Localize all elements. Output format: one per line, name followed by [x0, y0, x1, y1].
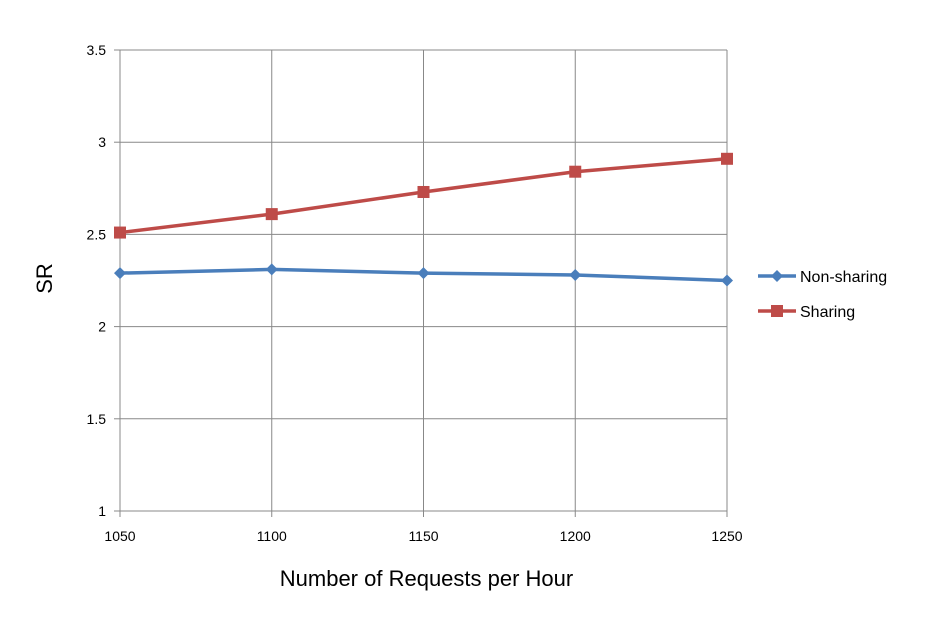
legend-swatch-marker [771, 305, 783, 317]
sharing-point [114, 226, 126, 239]
series-non-sharing [114, 263, 733, 287]
non-sharing-point [569, 268, 582, 281]
y-tick-labels: 1 1.5 2 2.5 3 3.5 [87, 42, 107, 519]
legend-label: Sharing [800, 304, 855, 321]
series-sharing [114, 152, 733, 239]
y-tick-label: 2 [98, 319, 106, 335]
y-tick-label: 1.5 [87, 411, 107, 427]
legend-swatch-marker [771, 270, 783, 282]
sharing-point [265, 208, 278, 221]
y-axis-title: SR [32, 263, 57, 294]
x-tick-labels: 1050 1100 1150 1200 1250 [104, 528, 742, 544]
x-tick-label: 1050 [104, 528, 135, 544]
series-lines [114, 152, 733, 287]
legend-label: Non-sharing [800, 269, 887, 286]
sharing-point [417, 185, 430, 198]
y-tick-label: 1 [98, 503, 106, 519]
legend: Non-sharing Sharing [758, 269, 887, 321]
non-sharing-point [265, 263, 278, 276]
sharing-point [721, 152, 733, 165]
y-tick-label: 3.5 [87, 42, 107, 58]
x-tick-label: 1200 [560, 528, 591, 544]
gridlines [114, 49, 728, 517]
x-tick-label: 1250 [711, 528, 742, 544]
y-tick-label: 2.5 [87, 226, 107, 242]
x-tick-label: 1100 [257, 528, 287, 544]
sharing-point [569, 165, 582, 178]
y-tick-label: 3 [98, 134, 106, 150]
non-sharing-point [721, 274, 733, 287]
non-sharing-point [114, 267, 126, 280]
legend-item-sharing: Sharing [758, 304, 855, 321]
non-sharing-point [417, 267, 430, 280]
x-tick-label: 1150 [408, 528, 438, 544]
x-axis-title: Number of Requests per Hour [280, 566, 573, 591]
legend-item-non-sharing: Non-sharing [758, 269, 887, 286]
